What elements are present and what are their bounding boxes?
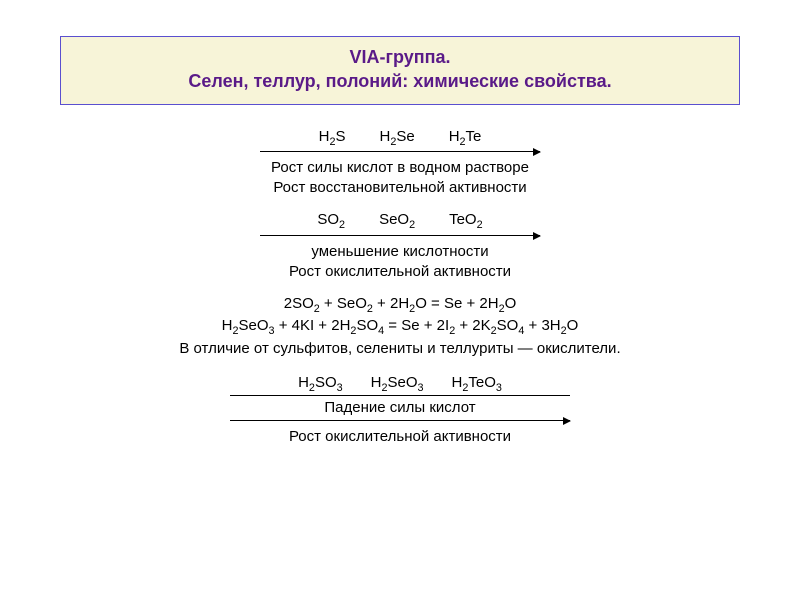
- equation-1: 2SO2 + SeO2 + 2H2O = Se + 2H2O: [0, 294, 800, 314]
- content: H2S H2Se H2Te Рост силы кислот в водном …: [0, 121, 800, 448]
- hydride-1: H2S: [319, 127, 346, 147]
- title-line-2: Селен, теллур, полоний: химические свойс…: [67, 69, 733, 93]
- acids-arrow-wrap: Падение силы кислот: [230, 395, 570, 421]
- acids-top-label: Падение силы кислот: [230, 398, 570, 418]
- title-line-1: VIA-группа.: [67, 45, 733, 69]
- arrow-icon: [260, 151, 540, 152]
- dioxides-series: SO2 SeO2 TeO2: [260, 210, 540, 235]
- oxidizer-note: В отличие от сульфитов, селениты и теллу…: [0, 339, 800, 359]
- title-box: VIA-группа. Селен, теллур, полоний: хими…: [60, 36, 740, 105]
- hydride-3: H2Te: [449, 127, 482, 147]
- equation-2: H2SeO3 + 4KI + 2H2SO4 = Se + 2I2 + 2K2SO…: [0, 316, 800, 336]
- acids-row: H2SO3 H2SeO3 H2TeO3: [230, 373, 570, 395]
- dioxides-note-2: Рост окислительной активности: [0, 262, 800, 282]
- hydrides-note-1: Рост силы кислот в водном растворе: [0, 158, 800, 178]
- dioxide-2: SeO2: [379, 210, 415, 230]
- acids-series: H2SO3 H2SeO3 H2TeO3 Падение силы кислот: [230, 373, 570, 422]
- dioxides-note-1: уменьшение кислотности: [0, 242, 800, 262]
- arrow-icon: [230, 395, 570, 396]
- equations-block: 2SO2 + SeO2 + 2H2O = Se + 2H2O H2SeO3 + …: [0, 294, 800, 337]
- hydride-2: H2Se: [379, 127, 414, 147]
- arrow-icon: [230, 420, 570, 421]
- hydrides-row: H2S H2Se H2Te: [260, 127, 540, 149]
- acids-bottom-label: Рост окислительной активности: [0, 427, 800, 447]
- dioxides-row: SO2 SeO2 TeO2: [260, 210, 540, 232]
- dioxide-1: SO2: [317, 210, 345, 230]
- hydrides-note-2: Рост восстановительной активности: [0, 178, 800, 198]
- page: VIA-группа. Селен, теллур, полоний: хими…: [0, 0, 800, 600]
- acid-1: H2SO3: [298, 373, 343, 393]
- arrow-icon: [260, 235, 540, 236]
- acid-2: H2SeO3: [371, 373, 424, 393]
- dioxide-3: TeO2: [449, 210, 483, 230]
- acid-3: H2TeO3: [452, 373, 502, 393]
- hydrides-series: H2S H2Se H2Te: [260, 127, 540, 152]
